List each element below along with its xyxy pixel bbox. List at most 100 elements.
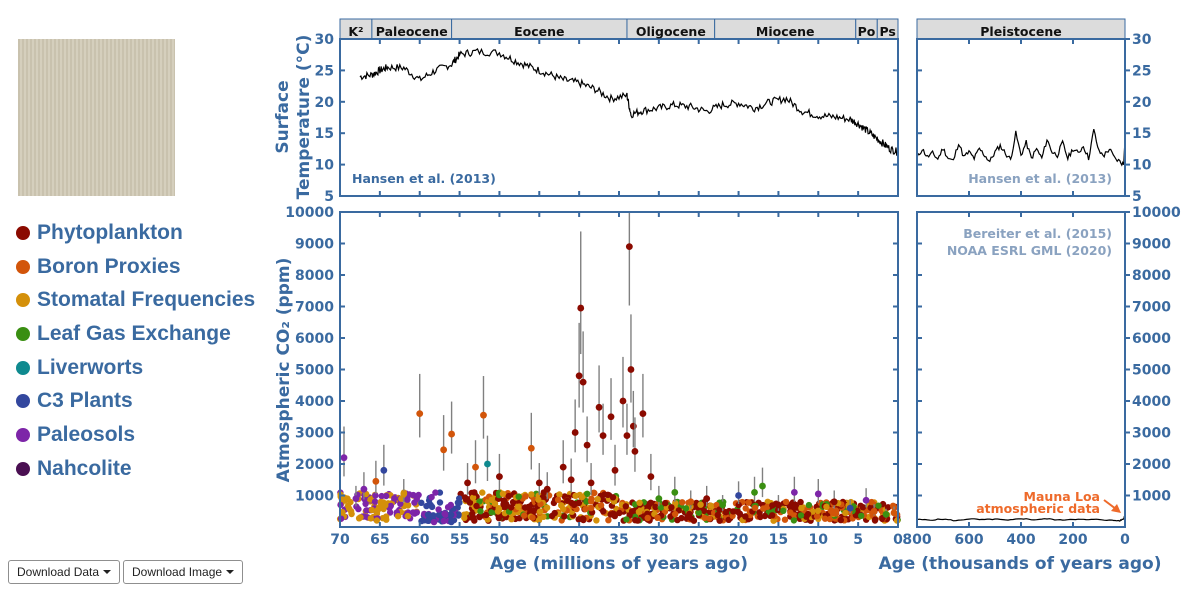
- co2-band-point: [495, 514, 503, 522]
- y-tick-label: 10000: [1132, 205, 1181, 221]
- co2-band-point: [507, 504, 515, 511]
- arrow-head-icon: [1111, 504, 1121, 513]
- co2-point: [579, 378, 587, 386]
- co2-band-point: [798, 505, 805, 512]
- epoch-label: Miocene: [756, 24, 815, 39]
- co2-band-point: [668, 504, 675, 511]
- annotation-label: atmospheric data: [976, 501, 1100, 516]
- co2-point: [599, 432, 607, 440]
- co2-point: [400, 490, 408, 498]
- co2-point: [380, 466, 388, 474]
- co2-band-point: [427, 501, 434, 509]
- co2-band-point: [583, 498, 590, 505]
- legend-image-thumbnail: [18, 39, 175, 196]
- co2-band-point: [628, 508, 636, 515]
- legend-item[interactable]: Stomatal Frequencies: [16, 283, 255, 317]
- co2-point: [416, 410, 424, 417]
- co2-band-point: [604, 491, 612, 498]
- co2-band-point: [609, 494, 617, 501]
- y-tick-label: 3000: [1132, 426, 1171, 442]
- co2-band-point: [508, 516, 515, 523]
- x-tick-label: 400: [1006, 532, 1035, 548]
- legend-item[interactable]: Boron Proxies: [16, 250, 255, 284]
- co2-point: [703, 495, 711, 503]
- co2-band-point: [769, 512, 776, 519]
- co2-band-point: [889, 502, 897, 509]
- co2-band-point: [514, 503, 522, 510]
- legend-item[interactable]: Nahcolite: [16, 452, 255, 486]
- epoch-label: K²: [348, 24, 363, 39]
- legend-label: Nahcolite: [37, 456, 132, 480]
- legend-label: Leaf Gas Exchange: [37, 321, 231, 345]
- co2-band-point: [525, 503, 532, 511]
- co2-band-point: [479, 489, 486, 496]
- legend-item[interactable]: Phytoplankton: [16, 216, 255, 250]
- co2-point: [340, 454, 348, 462]
- co2-band-point: [529, 514, 536, 521]
- co2-point: [577, 304, 585, 312]
- co2-band-point: [701, 514, 708, 522]
- y-axis-label-co2: Atmospheric CO₂ (ppm): [274, 258, 294, 483]
- co2-band-point: [742, 513, 749, 520]
- co2-point: [671, 488, 679, 496]
- co2-band-point: [561, 513, 568, 520]
- co2-band-point: [476, 498, 483, 505]
- legend-item[interactable]: Liverworts: [16, 351, 255, 385]
- co2-band-point: [488, 509, 495, 516]
- co2-band-point: [461, 494, 469, 501]
- co2-point: [484, 460, 491, 468]
- co2-band-point: [582, 505, 589, 513]
- co2-band-point: [821, 515, 829, 522]
- co2-band-point: [782, 498, 790, 506]
- co2-point: [631, 448, 639, 455]
- x-tick-label: 0: [1120, 532, 1130, 548]
- co2-point: [629, 422, 637, 430]
- legend-dot-icon: [16, 360, 30, 375]
- co2-band-point: [469, 494, 477, 501]
- co2-band-point: [455, 511, 462, 518]
- x-axis-label-left: Age (millions of years ago): [490, 554, 748, 574]
- co2-point: [567, 476, 575, 484]
- legend-dot-icon: [16, 427, 30, 442]
- co2-band-point: [404, 512, 411, 520]
- legend-label: Boron Proxies: [37, 254, 181, 278]
- y-tick-label: 3000: [295, 426, 334, 442]
- x-tick-label: 600: [954, 532, 983, 548]
- y-tick-label: 15: [315, 126, 334, 142]
- co2-point: [472, 463, 479, 471]
- co2-band-point: [473, 502, 480, 510]
- co2-band-point: [593, 517, 600, 524]
- co2-band-point: [716, 517, 723, 524]
- legend-item[interactable]: Leaf Gas Exchange: [16, 317, 255, 351]
- y-tick-label: 7000: [295, 300, 334, 316]
- download-data-button[interactable]: Download Data: [8, 560, 121, 584]
- co2-band-point: [735, 501, 742, 509]
- co2-band-point: [616, 509, 623, 517]
- legend-dot-icon: [16, 461, 30, 476]
- co2-band-point: [809, 508, 816, 515]
- y-tick-label: 5: [1132, 189, 1142, 205]
- co2-point: [719, 501, 727, 509]
- co2-band-point: [409, 509, 417, 516]
- co2-line-right: [916, 513, 1126, 522]
- co2-band-point: [706, 515, 713, 522]
- legend-item[interactable]: C3 Plants: [16, 384, 255, 418]
- co2-band-point: [797, 512, 805, 519]
- epoch-label: Paleocene: [376, 24, 448, 39]
- co2-band-point: [382, 502, 389, 509]
- co2-band-point: [535, 496, 542, 503]
- co2-band-point: [413, 495, 420, 503]
- y-tick-label: 20: [315, 95, 335, 111]
- download-image-button[interactable]: Download Image: [123, 560, 244, 584]
- co2-band-point: [591, 489, 598, 497]
- co2-band-point: [745, 499, 752, 506]
- co2-band-point: [662, 499, 669, 507]
- co2-band-point: [556, 491, 563, 498]
- co2-band-point: [477, 508, 484, 515]
- download-image-label: Download Image: [132, 565, 223, 579]
- y-tick-label: 30: [1132, 32, 1152, 48]
- co2-band-point: [875, 502, 882, 509]
- legend-item[interactable]: Paleosols: [16, 418, 255, 452]
- co2-point: [627, 366, 635, 373]
- co2-band-point: [461, 514, 468, 522]
